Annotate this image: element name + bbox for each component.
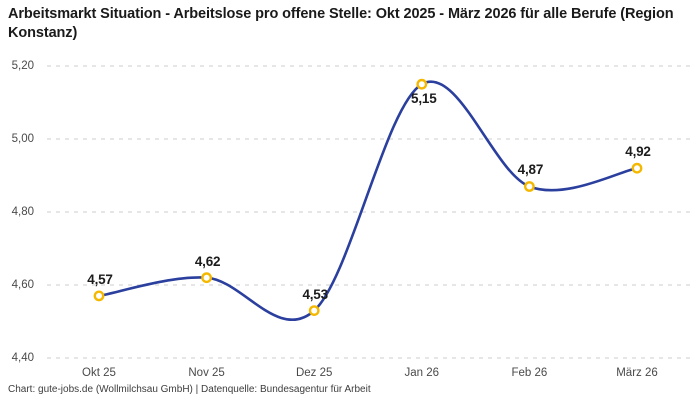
- data-point-marker: [416, 78, 428, 90]
- y-tick-label: 4,80: [11, 206, 34, 218]
- x-tick-label: März 26: [616, 367, 658, 379]
- data-point-marker: [201, 272, 213, 284]
- x-tick-label: Dez 25: [295, 367, 333, 379]
- data-point-label: 4,87: [517, 162, 544, 178]
- data-point-marker: [524, 181, 535, 192]
- x-tick-label: Jan 26: [404, 367, 440, 379]
- data-point-label: 4,53: [302, 286, 328, 302]
- data-point-label: 4,92: [625, 144, 651, 160]
- data-point-marker: [308, 305, 320, 316]
- chart-footer-credit: Chart: gute-jobs.de (Wollmilchsau GmbH) …: [8, 384, 371, 395]
- data-point-label: 4,57: [87, 271, 113, 287]
- y-tick-label: 5,00: [11, 133, 34, 145]
- data-point-label: 5,15: [411, 91, 437, 107]
- y-tick-label: 5,20: [11, 60, 34, 72]
- x-tick-label: Nov 25: [188, 367, 225, 379]
- data-point-marker: [631, 162, 643, 174]
- y-tick-label: 4,40: [11, 352, 34, 364]
- y-tick-label: 4,60: [11, 279, 34, 291]
- data-point-label: 4,62: [194, 253, 221, 269]
- x-tick-label: Feb 26: [511, 367, 548, 379]
- page-title: Arbeitsmarkt Situation - Arbeitslose pro…: [8, 6, 674, 42]
- data-point-marker: [93, 290, 105, 302]
- series-line: [97, 80, 639, 321]
- x-tick-label: Okt 25: [82, 367, 116, 379]
